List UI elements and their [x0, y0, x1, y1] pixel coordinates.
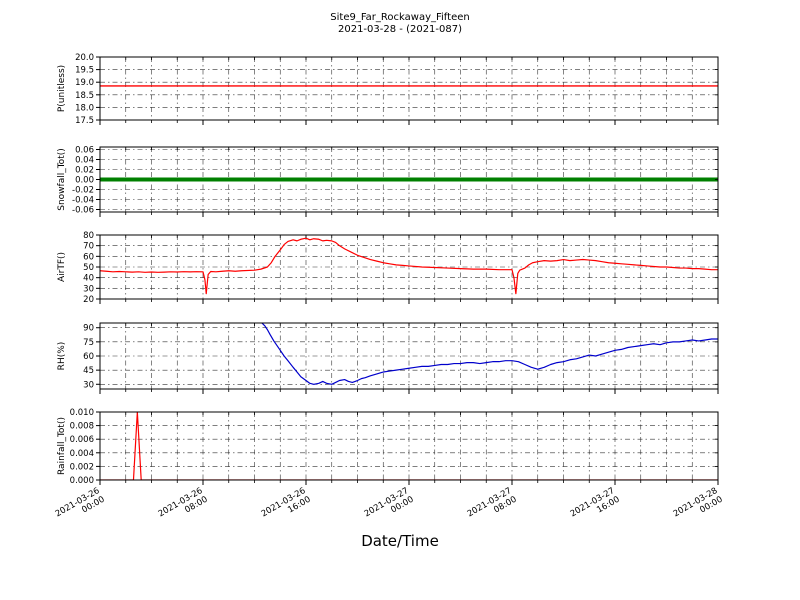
chart-subtitle: 2021-03-28 - (2021-087) — [337, 24, 463, 35]
svg-text:0.04: 0.04 — [75, 156, 94, 166]
svg-text:80: 80 — [83, 231, 94, 241]
svg-text:0.000: 0.000 — [70, 476, 94, 486]
svg-text:-0.04: -0.04 — [72, 196, 94, 206]
svg-text:0.002: 0.002 — [70, 462, 94, 472]
svg-text:18.5: 18.5 — [75, 91, 94, 101]
x-axis-label: Date/Time — [361, 532, 439, 550]
svg-text:2021-03-2608:00: 2021-03-2608:00 — [157, 486, 210, 528]
svg-text:2021-03-2716:00: 2021-03-2716:00 — [569, 486, 622, 528]
svg-text:2021-03-2616:00: 2021-03-2616:00 — [260, 486, 313, 528]
svg-text:17.5: 17.5 — [75, 116, 94, 126]
svg-text:20: 20 — [83, 295, 94, 305]
svg-text:40: 40 — [83, 274, 94, 284]
svg-text:2021-03-2700:00: 2021-03-2700:00 — [363, 486, 416, 528]
svg-text:2021-03-2708:00: 2021-03-2708:00 — [466, 486, 519, 528]
svg-text:0.004: 0.004 — [70, 449, 94, 459]
svg-text:70: 70 — [83, 242, 94, 252]
svg-text:75: 75 — [83, 338, 94, 348]
svg-text:0.008: 0.008 — [70, 422, 94, 432]
svg-text:Snowfall_Tot(): Snowfall_Tot() — [57, 148, 67, 211]
svg-text:0.06: 0.06 — [75, 146, 94, 156]
svg-text:20.0: 20.0 — [75, 53, 94, 63]
svg-text:19.0: 19.0 — [75, 78, 94, 88]
svg-text:45: 45 — [83, 366, 94, 376]
svg-text:30: 30 — [83, 284, 94, 294]
svg-text:30: 30 — [83, 380, 94, 390]
svg-text:-0.06: -0.06 — [72, 206, 94, 216]
svg-text:90: 90 — [83, 324, 94, 334]
svg-text:50: 50 — [83, 263, 94, 273]
svg-text:0.02: 0.02 — [75, 166, 94, 176]
svg-text:0.010: 0.010 — [70, 408, 94, 418]
svg-text:60: 60 — [83, 352, 94, 362]
chart-title: Site9_Far_Rockaway_Fifteen — [330, 12, 470, 23]
svg-text:0.006: 0.006 — [70, 435, 94, 445]
svg-text:0.00: 0.00 — [75, 176, 94, 186]
svg-text:Rainfall_Tot(): Rainfall_Tot() — [57, 417, 67, 475]
svg-text:2021-03-2800:00: 2021-03-2800:00 — [672, 486, 725, 528]
svg-text:18.0: 18.0 — [75, 103, 94, 113]
svg-text:P(unitless): P(unitless) — [57, 65, 67, 112]
svg-text:2021-03-2600:00: 2021-03-2600:00 — [54, 486, 107, 528]
svg-text:AirTF(): AirTF() — [57, 252, 67, 282]
svg-text:19.5: 19.5 — [75, 66, 94, 76]
svg-text:-0.02: -0.02 — [72, 186, 94, 196]
svg-text:RH(%): RH(%) — [57, 342, 67, 371]
svg-text:60: 60 — [83, 252, 94, 262]
